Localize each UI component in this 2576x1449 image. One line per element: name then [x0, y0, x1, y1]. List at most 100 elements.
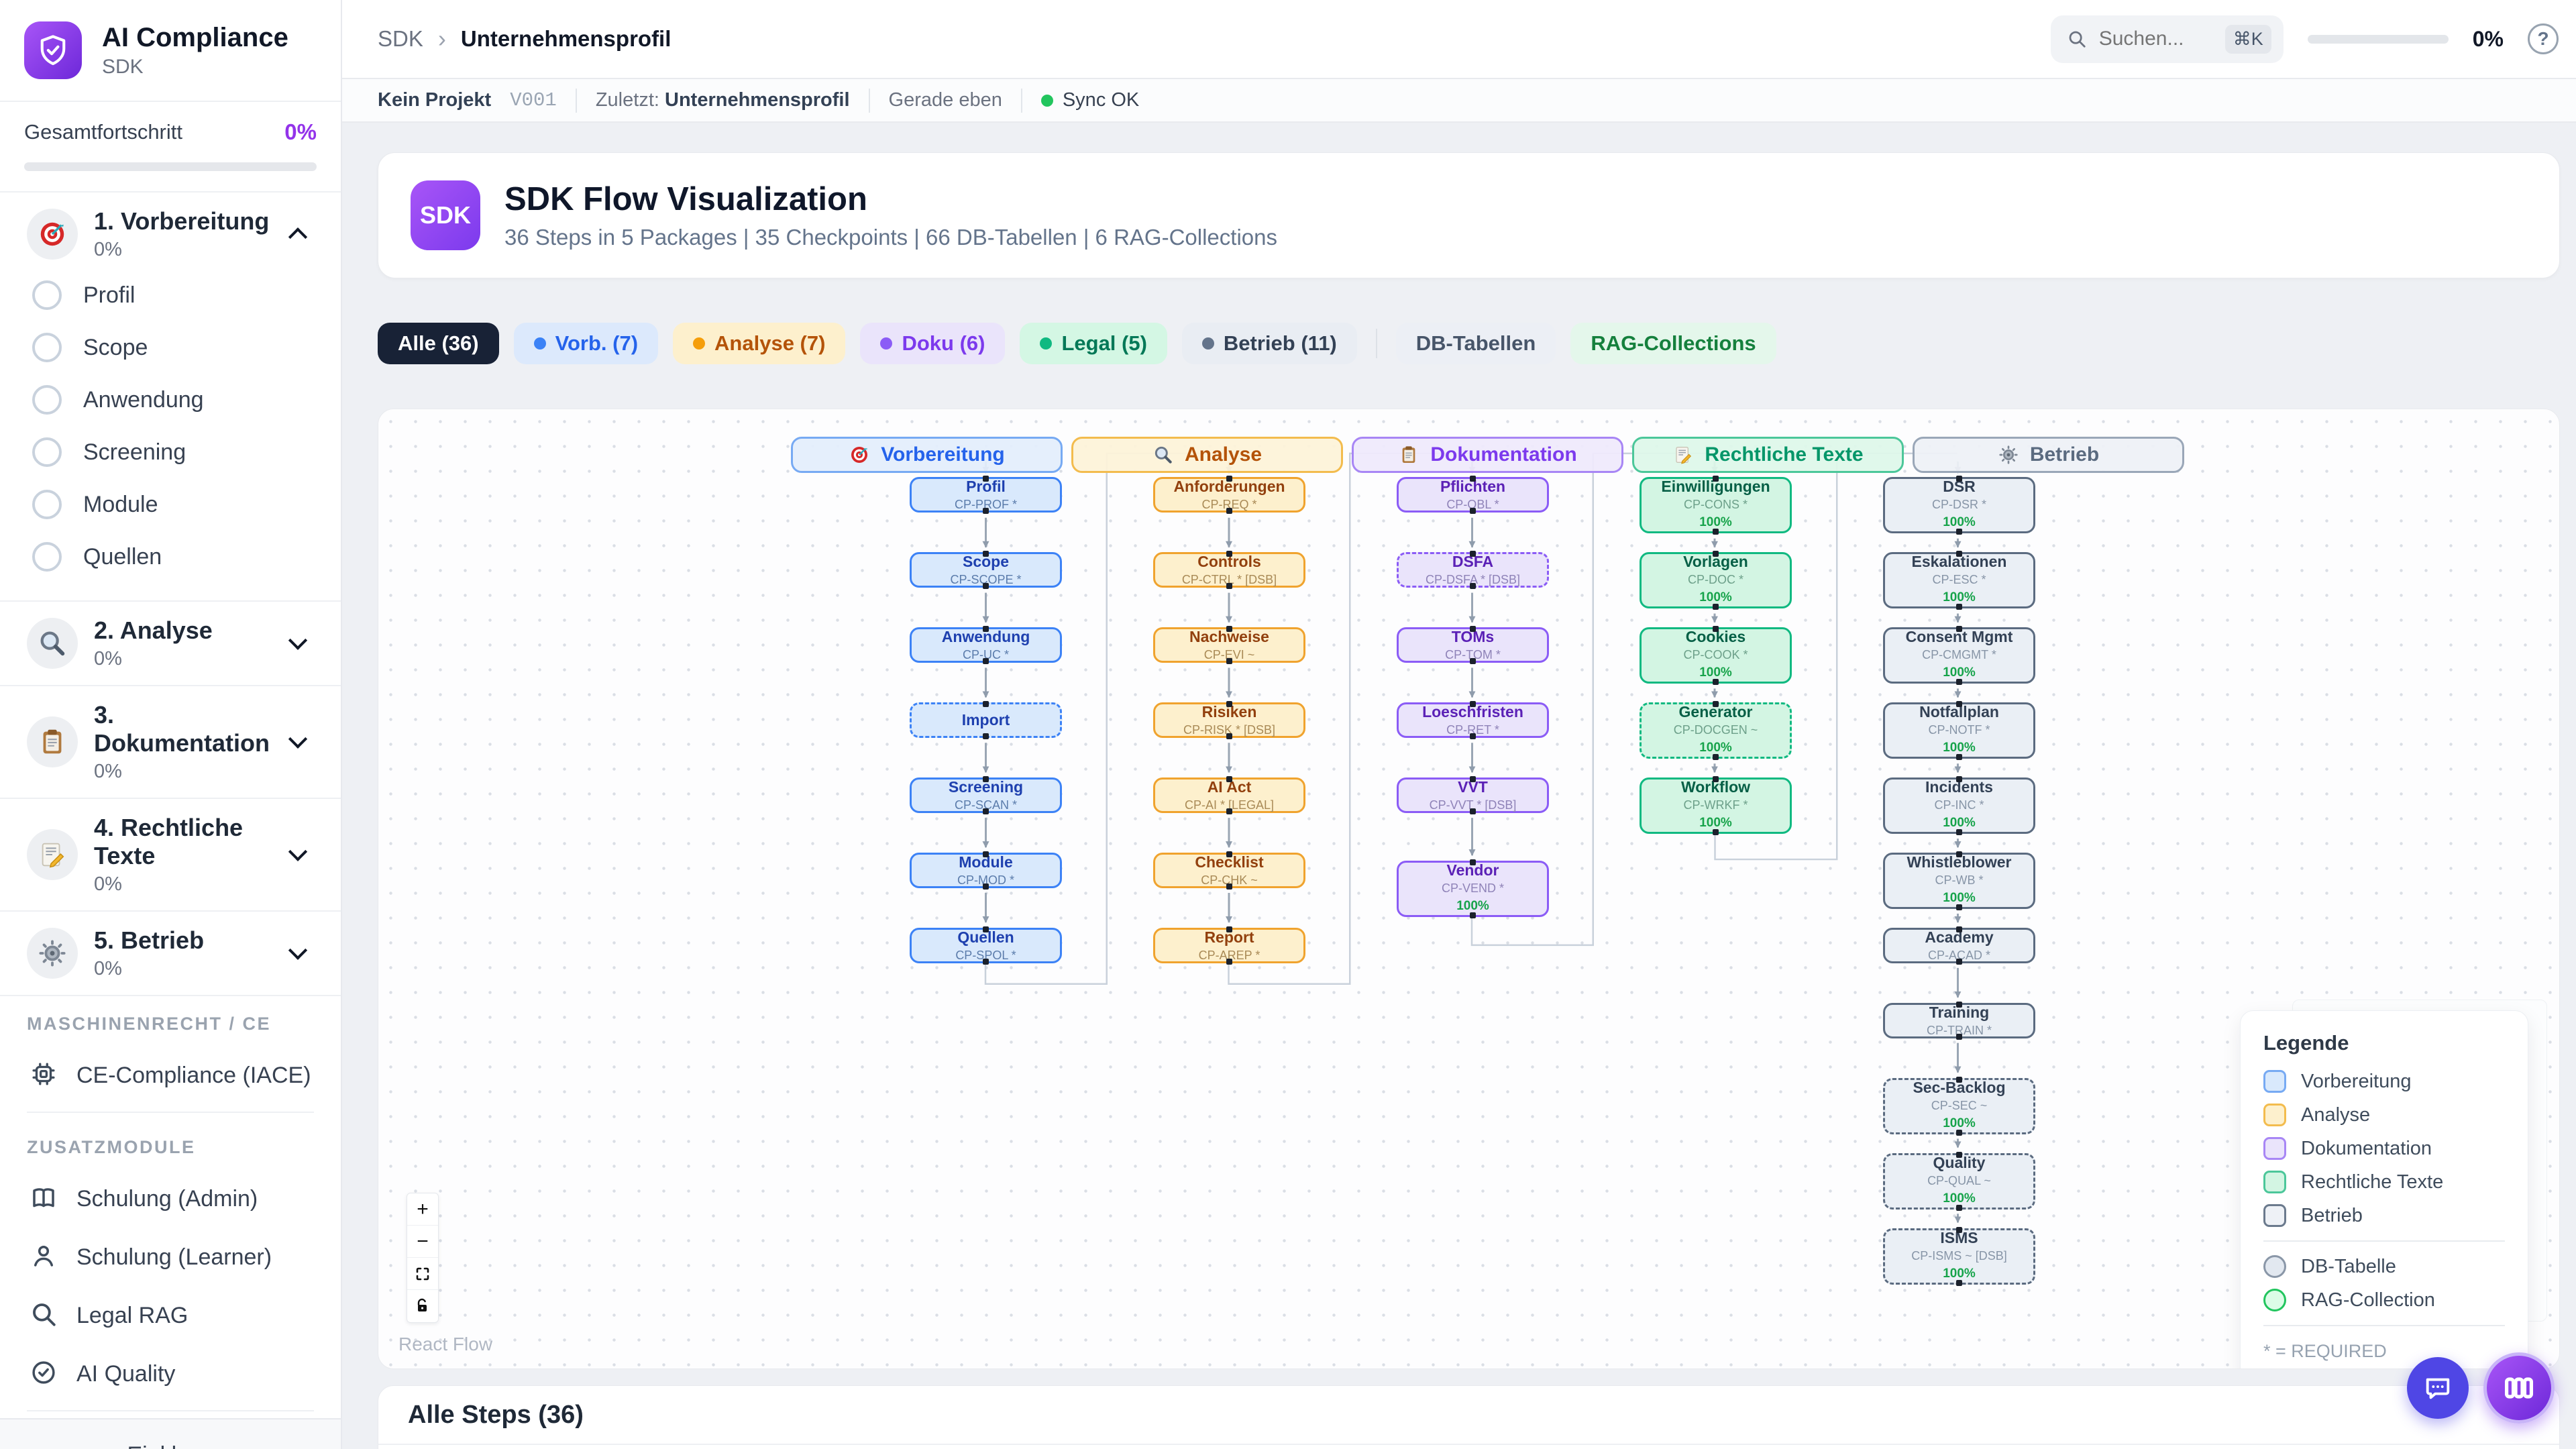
sidebar-item-quellen[interactable]: Quellen: [27, 531, 314, 583]
zoom-in-button[interactable]: +: [407, 1193, 438, 1226]
flow-canvas[interactable]: Vorbereitung Analyse Dokumentation Recht…: [378, 409, 2560, 1369]
phase-toggle[interactable]: 2. Analyse 0%: [27, 616, 314, 670]
search-box[interactable]: ⌘K: [2050, 15, 2284, 63]
filter-chip-alle[interactable]: Alle (36): [378, 323, 499, 364]
flow-node-einwilligungen[interactable]: Einwilligungen CP-CONS * 100%: [1640, 476, 1792, 535]
filter-chip-vorb[interactable]: Vorb. (7): [513, 323, 659, 364]
help-icon[interactable]: ?: [2528, 23, 2559, 54]
flow-node-notfallplan[interactable]: Notfallplan CP-NOTF * 100%: [1883, 701, 2035, 760]
flow-node-report[interactable]: Report CP-AREP *: [1153, 926, 1305, 965]
flow-node-incidents[interactable]: Incidents CP-INC * 100%: [1883, 776, 2035, 835]
sidebar-item-scope[interactable]: Scope: [27, 321, 314, 374]
zoom-out-button[interactable]: −: [407, 1226, 438, 1258]
sidebar-item-schulung-learner-[interactable]: Schulung (Learner): [27, 1228, 314, 1287]
package-header-legal[interactable]: Rechtliche Texte: [1632, 437, 1904, 473]
node-code: CP-VEND *: [1441, 881, 1504, 896]
chevron-down-icon: [288, 842, 308, 861]
flow-node-consent-mgmt[interactable]: Consent Mgmt CP-CMGMT * 100%: [1883, 626, 2035, 685]
overall-progress: Gesamtfortschritt 0%: [0, 102, 341, 193]
sidebar-item-anwendung[interactable]: Anwendung: [27, 374, 314, 426]
sidebar-item-schulung-admin-[interactable]: Schulung (Admin): [27, 1170, 314, 1228]
package-header-analyse[interactable]: Analyse: [1071, 437, 1343, 473]
node-title: ISMS: [1940, 1229, 1978, 1247]
sidebar-item-legal-rag[interactable]: Legal RAG: [27, 1287, 314, 1345]
sidebar-item-ce-compliance-iace-[interactable]: CE-Compliance (IACE): [27, 1046, 314, 1105]
flow-node-quellen[interactable]: Quellen CP-SPOL *: [910, 926, 1062, 965]
flow-node-vendor[interactable]: Vendor CP-VEND * 100%: [1397, 859, 1549, 918]
flow-node-nachweise[interactable]: Nachweise CP-EVI ~: [1153, 626, 1305, 664]
node-code: CP-WRKF *: [1683, 798, 1748, 812]
flow-node-whistleblower[interactable]: Whistleblower CP-WB * 100%: [1883, 851, 2035, 910]
divider: [1375, 329, 1377, 358]
flow-node-pflichten[interactable]: Pflichten CP-OBL *: [1397, 476, 1549, 514]
filter-chip-legal[interactable]: Legal (5): [1020, 323, 1167, 364]
filter-chip-rag[interactable]: RAG-Collections: [1570, 323, 1776, 364]
lock-toggle-button[interactable]: [407, 1290, 438, 1322]
filter-chip-db[interactable]: DB-Tabellen: [1395, 323, 1556, 364]
node-code: CP-RET *: [1446, 722, 1499, 737]
flow-node-cookies[interactable]: Cookies CP-COOK * 100%: [1640, 626, 1792, 685]
flow-node-ai-act[interactable]: AI Act CP-AI * [LEGAL]: [1153, 776, 1305, 814]
sidebar-item-module[interactable]: Module: [27, 478, 314, 531]
sync-ok-dot: [1040, 94, 1053, 107]
flow-node-vvt[interactable]: VVT CP-VVT * [DSB]: [1397, 776, 1549, 814]
node-progress-value: 100%: [1699, 515, 1732, 529]
flow-node-risiken[interactable]: Risiken CP-RISK * [DSB]: [1153, 701, 1305, 739]
phase-toggle[interactable]: 5. Betrieb 0%: [27, 926, 314, 980]
flow-node-generator[interactable]: Generator CP-DOCGEN ~ 100%: [1640, 701, 1792, 760]
flow-node-import[interactable]: Import: [910, 701, 1062, 739]
flow-node-module[interactable]: Module CP-MOD *: [910, 851, 1062, 890]
flow-node-dsfa[interactable]: DSFA CP-DSFA * [DSB]: [1397, 551, 1549, 589]
flow-node-isms[interactable]: ISMS CP-ISMS ~ [DSB] 100%: [1883, 1227, 2035, 1286]
steps-panel: Alle Steps (36): [378, 1385, 2560, 1449]
chevrons-left-icon: «: [101, 1443, 115, 1449]
flow-node-training[interactable]: Training CP-TRAIN *: [1883, 1002, 2035, 1040]
flow-node-dsr[interactable]: DSR CP-DSR * 100%: [1883, 476, 2035, 535]
swatch-legal-icon: [2263, 1171, 2286, 1193]
fit-view-button[interactable]: [407, 1258, 438, 1290]
target-icon: [849, 444, 870, 466]
sidebar-item-screening[interactable]: Screening: [27, 426, 314, 478]
filter-chip-betrieb[interactable]: Betrieb (11): [1181, 323, 1357, 364]
filter-chip-doku[interactable]: Doku (6): [860, 323, 1006, 364]
flow-node-vorlagen[interactable]: Vorlagen CP-DOC * 100%: [1640, 551, 1792, 610]
flow-node-workflow[interactable]: Workflow CP-WRKF * 100%: [1640, 776, 1792, 835]
package-header-doku[interactable]: Dokumentation: [1352, 437, 1623, 473]
chat-button[interactable]: [2407, 1357, 2469, 1419]
flow-node-profil[interactable]: Profil CP-PROF *: [910, 476, 1062, 514]
flow-node-sec-backlog[interactable]: Sec-Backlog CP-SEC ~ 100%: [1883, 1077, 2035, 1136]
node-code: CP-TRAIN *: [1926, 1023, 1992, 1037]
flow-node-scope[interactable]: Scope CP-SCOPE *: [910, 551, 1062, 589]
phase-toggle[interactable]: 4. Rechtliche Texte 0%: [27, 814, 314, 896]
swatch-db-icon: [2263, 1255, 2286, 1278]
legend-label: RAG-Collection: [2301, 1289, 2435, 1311]
sidebar-item-profil[interactable]: Profil: [27, 269, 314, 321]
filter-chip-analyse[interactable]: Analyse (7): [673, 323, 846, 364]
columns-view-button[interactable]: [2483, 1352, 2555, 1424]
search-shortcut-kbd: ⌘K: [2224, 24, 2271, 54]
flow-node-screening[interactable]: Screening CP-SCAN *: [910, 776, 1062, 814]
package-header-betrieb[interactable]: Betrieb: [1913, 437, 2184, 473]
flow-node-toms[interactable]: TOMs CP-TOM *: [1397, 626, 1549, 664]
color-dot-icon: [533, 337, 546, 350]
sidebar-item-ai-quality[interactable]: AI Quality: [27, 1345, 314, 1403]
swatch-vorb-icon: [2263, 1070, 2286, 1093]
flow-node-anforderungen[interactable]: Anforderungen CP-REQ *: [1153, 476, 1305, 514]
collapse-sidebar-button[interactable]: « Einklappen: [101, 1442, 239, 1449]
phase-toggle[interactable]: 3. Dokumentation 0%: [27, 701, 314, 783]
search-input[interactable]: [2098, 28, 2213, 50]
flow-node-controls[interactable]: Controls CP-CTRL * [DSB]: [1153, 551, 1305, 589]
node-title: DSFA: [1452, 552, 1494, 570]
flow-node-anwendung[interactable]: Anwendung CP-UC *: [910, 626, 1062, 664]
package-header-vorb[interactable]: Vorbereitung: [791, 437, 1063, 473]
breadcrumb-root[interactable]: SDK: [378, 26, 423, 51]
flow-node-loeschfristen[interactable]: Loeschfristen CP-RET *: [1397, 701, 1549, 739]
phase-toggle[interactable]: 1. Vorbereitung 0%: [27, 207, 314, 261]
flow-node-quality[interactable]: Quality CP-QUAL ~ 100%: [1883, 1152, 2035, 1211]
reactflow-attribution[interactable]: React Flow: [398, 1334, 493, 1354]
flow-node-academy[interactable]: Academy CP-ACAD *: [1883, 926, 2035, 965]
node-progress-value: 100%: [1943, 1116, 1976, 1130]
flow-node-eskalationen[interactable]: Eskalationen CP-ESC * 100%: [1883, 551, 2035, 610]
flow-node-checklist[interactable]: Checklist CP-CHK ~: [1153, 851, 1305, 890]
